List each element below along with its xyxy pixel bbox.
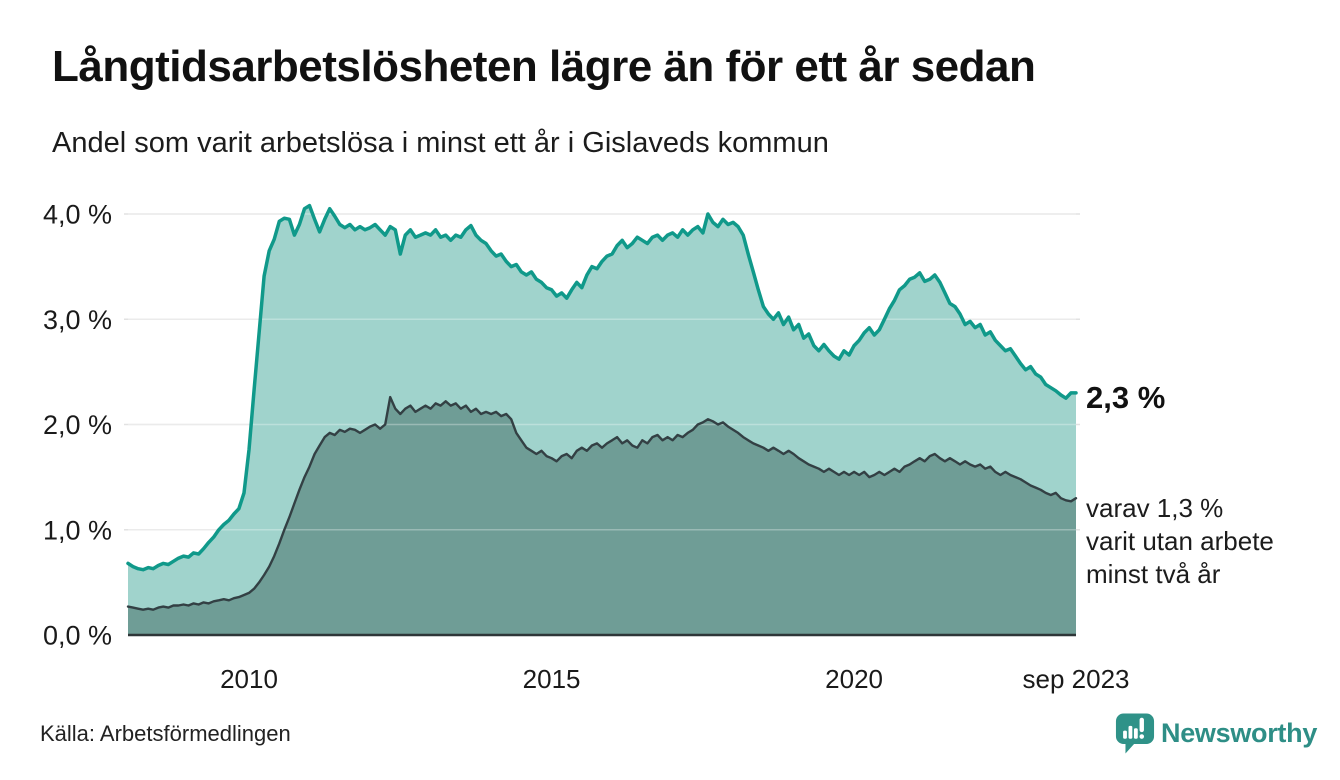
y-axis-labels: 0,0 % 1,0 % 2,0 % 3,0 % 4,0 % [43,200,112,651]
secondary-annotation-line: varav 1,3 % [1086,493,1224,523]
y-tick-label: 1,0 % [43,515,112,545]
y-tick-label: 0,0 % [43,621,112,651]
secondary-annotation: varav 1,3 % varit utan arbete minst två … [1086,492,1274,591]
secondary-annotation-line: minst två år [1086,559,1221,589]
x-axis-labels: 2010 2015 2020 sep 2023 [220,664,1129,694]
y-tick-label: 2,0 % [43,410,112,440]
y-tick-label: 4,0 % [43,200,112,230]
latest-value-annotation: 2,3 % [1086,380,1166,415]
x-tick-label: 2010 [220,664,278,694]
chart-canvas: 0,0 % 1,0 % 2,0 % 3,0 % 4,0 % 2010 2015 2020 se… [43,200,1130,695]
area-chart: 0,0 % 1,0 % 2,0 % 3,0 % 4,0 % 2010 2015 2020 se… [0,185,1340,705]
y-tick-label: 3,0 % [43,305,112,335]
series-min-two-years-area [128,397,1076,635]
secondary-annotation-line: varit utan arbete [1086,526,1274,556]
x-tick-label: 2020 [825,664,883,694]
x-tick-label: sep 2023 [1023,664,1130,694]
series-min-two-years-line [126,395,1078,611]
page-subtitle: Andel som varit arbetslösa i minst ett å… [52,127,829,159]
newsworthy-logo-text: Newsworthy [1161,718,1318,748]
page-title: Långtidsarbetslösheten lägre än för ett … [52,42,1036,91]
source-caption: Källa: Arbetsförmedlingen [40,721,291,746]
x-tick-label: 2015 [523,664,581,694]
series-min-one-year-line [126,203,1078,572]
newsworthy-logo-icon [1115,713,1155,754]
gridlines-overlay [128,213,1076,531]
newsworthy-logo: Newsworthy [1115,711,1317,756]
